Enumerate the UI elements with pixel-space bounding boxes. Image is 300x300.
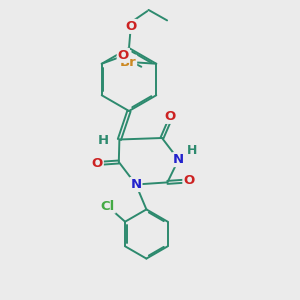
Text: O: O [118, 49, 129, 62]
Text: O: O [92, 157, 103, 170]
Text: Br: Br [119, 56, 136, 69]
Text: N: N [173, 153, 184, 166]
Text: O: O [183, 174, 195, 188]
Text: N: N [130, 178, 142, 191]
Text: Cl: Cl [100, 200, 115, 213]
Text: H: H [98, 134, 110, 148]
Text: O: O [125, 20, 136, 33]
Text: O: O [165, 110, 176, 123]
Text: H: H [187, 144, 197, 157]
